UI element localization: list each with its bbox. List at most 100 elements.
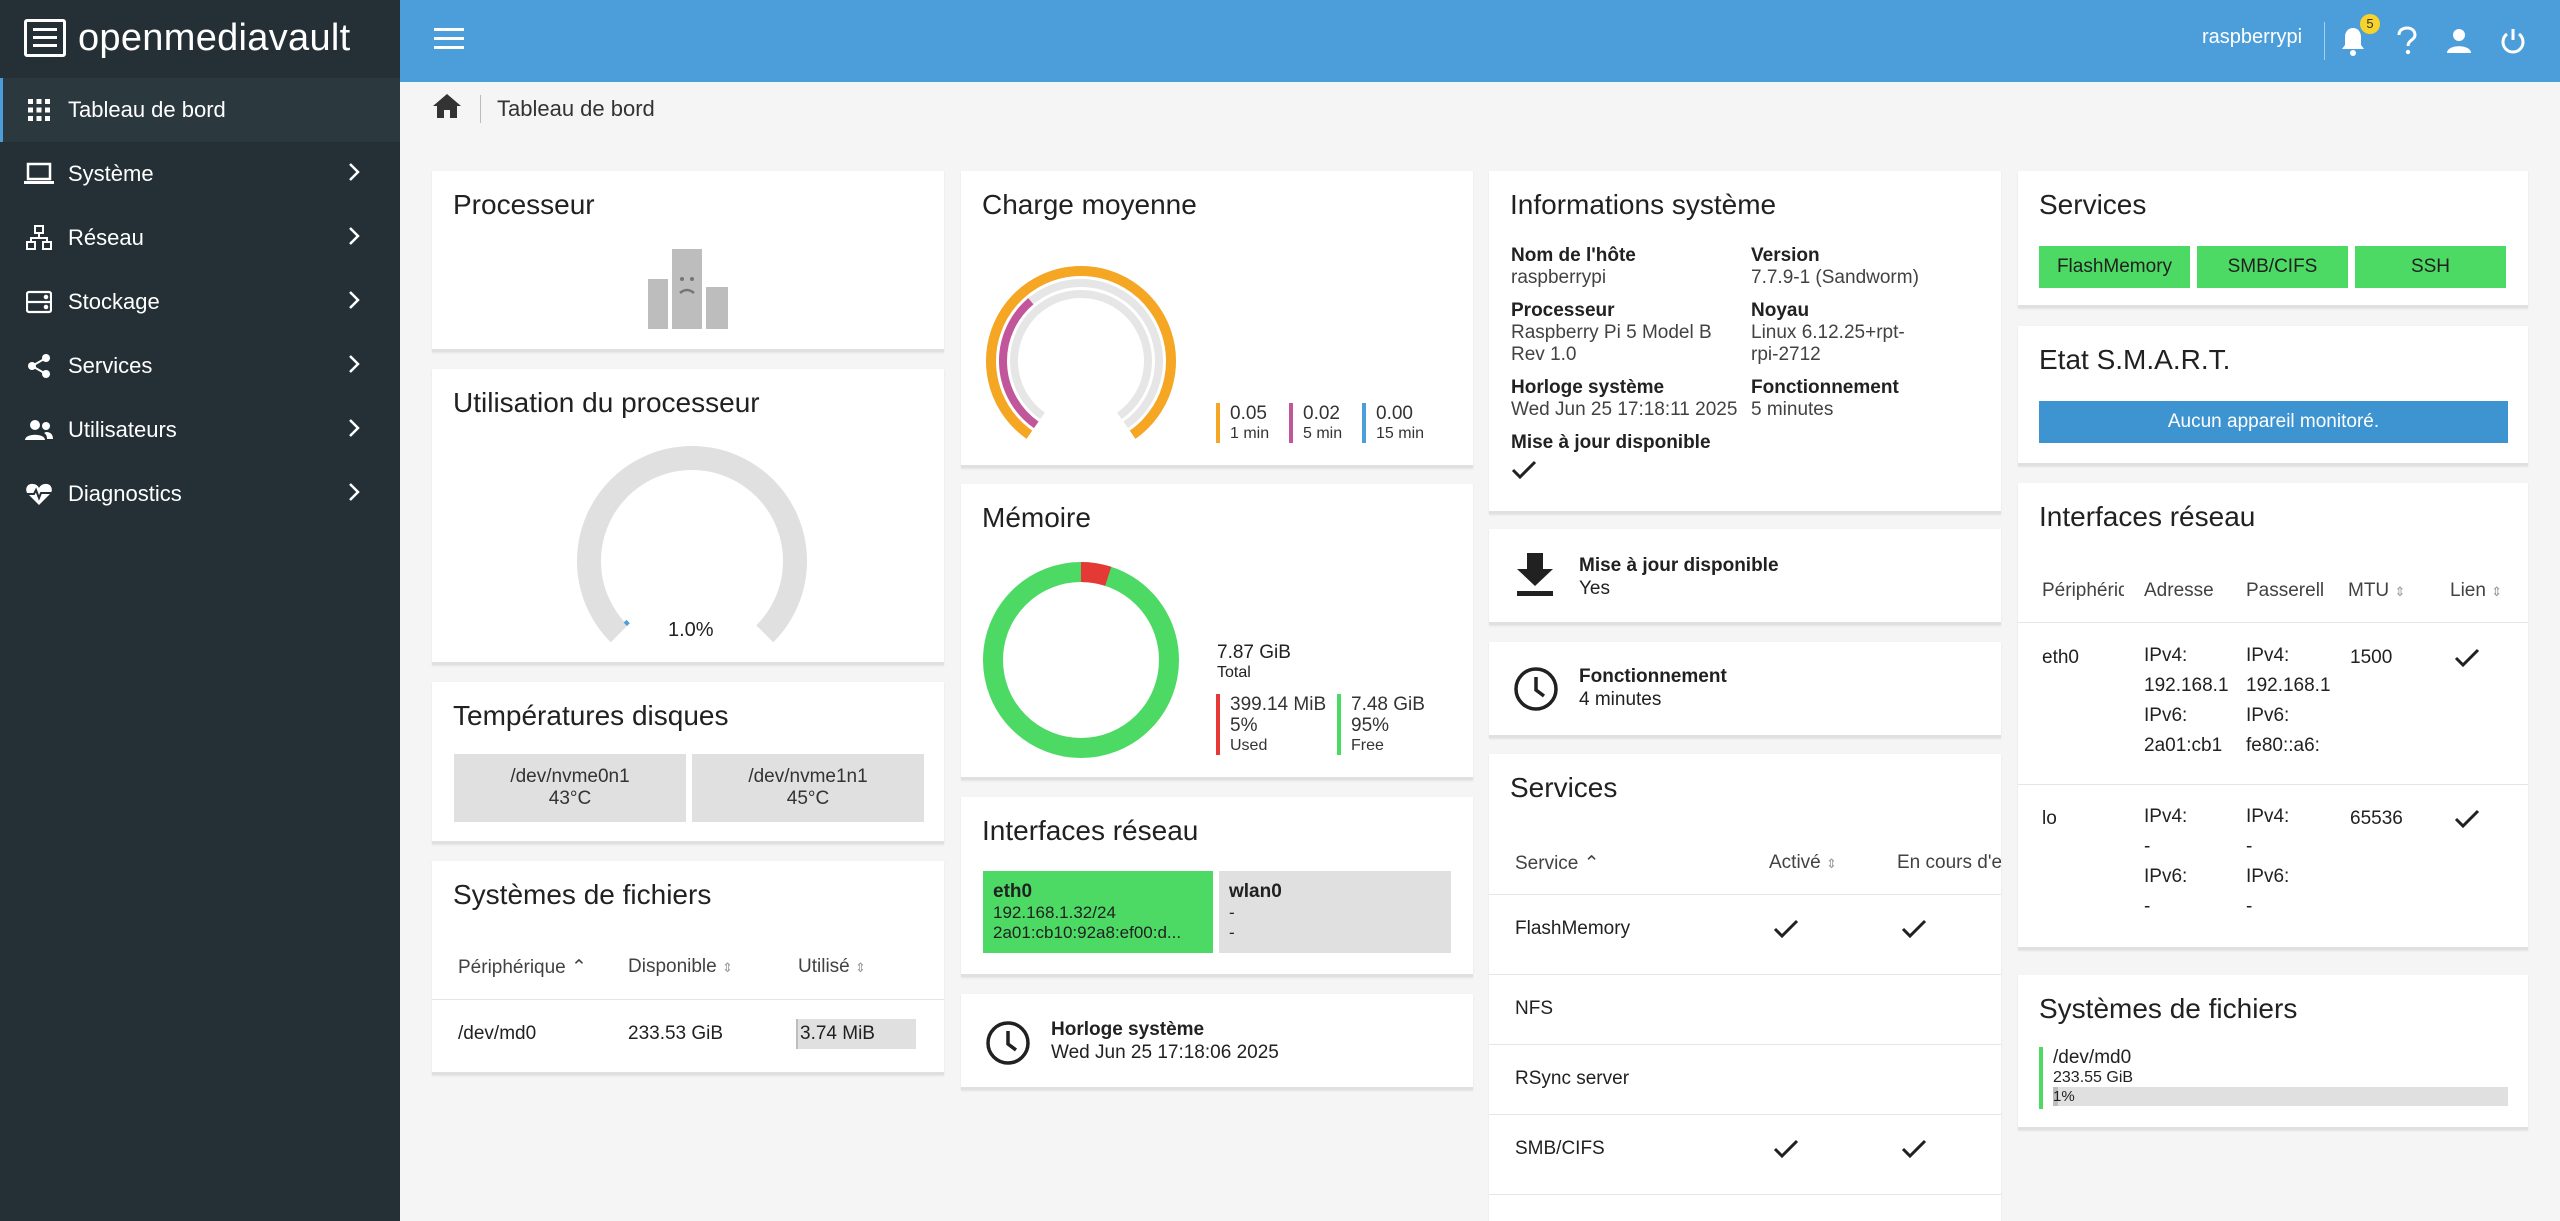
network-interfaces-card: Interfaces réseau eth0 192.168.1.32/24 2… [961,797,1473,977]
sidebar-item-diagnostics[interactable]: Diagnostics [0,462,400,526]
services-table-card: Services Service ⌃ Activé ⇕ En cours d'e… [1489,754,2001,1221]
chevron-right-icon [348,482,360,508]
column-header-address[interactable]: Adresse [2144,580,2214,601]
fs-pct: 1% [2053,1088,2075,1105]
check-icon [1773,1138,1799,1165]
logo-text: openmediavault [78,16,351,59]
disk-temp-chip: /dev/nvme0n1 43°C [454,754,686,822]
clock-title: Horloge système [1051,1019,1205,1040]
power-icon[interactable] [2494,22,2532,60]
cpu-usage-card: Utilisation du processeur 1.0% [432,369,944,665]
interface-mtu: 1500 [2350,647,2393,668]
logo[interactable]: openmediavault [0,0,400,76]
memory-donut-chart [983,562,1179,758]
interface-address: IPv4: - IPv6: - [2144,806,2188,917]
memory-free: 7.48 GiB 95% Free [1337,694,1425,755]
uptime-title: Fonctionnement [1579,666,1727,687]
card-title: Mémoire [982,502,1091,533]
column-header-available[interactable]: Disponible ⇕ [628,956,733,977]
check-icon [1901,1138,1927,1165]
no-data-building-icon [648,249,728,334]
user-icon[interactable] [2440,22,2478,60]
card-title: Etat S.M.A.R.T. [2039,344,2231,375]
disk-device: /dev/nvme1n1 [748,766,868,787]
chevron-right-icon [348,162,360,188]
card-title: Utilisation du processeur [453,387,760,418]
card-title: Processeur [453,189,595,220]
sidebar-item-system[interactable]: Système [0,142,400,206]
card-title: Températures disques [453,700,729,731]
sidebar: openmediavault Tableau de bord Système R… [0,0,400,1221]
memory-total: 7.87 GiB Total [1217,642,1291,681]
network-icon [24,223,54,253]
update-value: Yes [1579,578,1610,599]
card-title: Charge moyenne [982,189,1197,220]
notification-badge: 5 [2360,14,2380,34]
fs-device: /dev/md0 [2053,1047,2132,1068]
interface-device: eth0 [2042,647,2079,668]
disk-temp: 45°C [786,788,830,809]
clock-icon [985,1020,1031,1071]
disk-temperatures-card: Températures disques /dev/nvme0n1 43°C /… [432,682,944,844]
disk-temp: 43°C [548,788,592,809]
breadcrumb: Tableau de bord [432,94,655,124]
breadcrumb-separator [480,95,481,123]
home-icon[interactable] [432,93,462,125]
column-header-running[interactable]: En cours d'exécution [1897,852,2001,873]
divider [432,999,944,1000]
help-icon[interactable] [2388,22,2426,60]
column-header-enabled[interactable]: Activé ⇕ [1769,852,1837,873]
interface-chip-eth0[interactable]: eth0 192.168.1.32/24 2a01:cb10:92a8:ef00… [983,871,1213,953]
chevron-right-icon [348,226,360,252]
sidebar-item-users[interactable]: Utilisateurs [0,398,400,462]
service-chip: FlashMemory [2039,246,2190,288]
top-bar: raspberrypi 5 [400,0,2560,82]
sysinfo-left-column: Nom de l'hôte raspberrypi Processeur Ras… [1511,245,1738,453]
sidebar-item-storage[interactable]: Stockage [0,270,400,334]
sidebar-item-label: Diagnostics [68,481,182,506]
column-header-device[interactable]: Périphérique [2042,580,2124,601]
interface-address: IPv4: 192.168.1 IPv6: 2a01:cb1 [2144,645,2229,756]
column-header-mtu[interactable]: MTU ⇕ [2348,580,2406,601]
sidebar-item-network[interactable]: Réseau [0,206,400,270]
system-info-card: Informations système Nom de l'hôte raspb… [1489,171,2001,514]
card-title: Interfaces réseau [2039,501,2256,532]
load-1min: 0.05 1 min [1216,403,1269,443]
filesystems-card: Systèmes de fichiers Périphérique ⌃ Disp… [432,861,944,1075]
menu-toggle-button[interactable] [434,28,464,54]
interface-device: lo [2042,808,2057,829]
notifications-bell-icon[interactable] [2334,22,2372,60]
sidebar-item-dashboard[interactable]: Tableau de bord [0,78,400,142]
column-header-service[interactable]: Service ⌃ [1515,853,1600,874]
clock-value: Wed Jun 25 17:18:06 2025 [1051,1042,1279,1063]
sidebar-item-label: Réseau [68,225,144,250]
check-icon [2454,808,2480,835]
hostname-label: raspberrypi [2202,26,2303,48]
sidebar-item-services[interactable]: Services [0,334,400,398]
sidebar-nav: Tableau de bord Système Réseau Stockage [0,78,400,526]
column-header-gateway[interactable]: Passerelle [2246,580,2324,601]
sidebar-item-label: Services [68,353,153,378]
filesystems-summary-card: Systèmes de fichiers /dev/md0 233.55 GiB… [2018,975,2528,1130]
services-card: Services FlashMemory SMB/CIFS SSH [2018,171,2528,308]
table-cell-available: 233.53 GiB [628,1023,724,1044]
sysinfo-right-column: Version 7.7.9-1 (Sandworm) Noyau Linux 6… [1751,245,1919,420]
column-header-device[interactable]: Périphérique ⌃ [458,957,587,978]
check-icon [1901,918,1927,945]
card-title: Services [1510,772,1618,803]
sidebar-item-label: Utilisateurs [68,417,177,442]
load-15min: 0.00 15 min [1362,403,1424,443]
interface-chip-wlan0[interactable]: wlan0 - - [1219,871,1451,953]
uptime-card: Fonctionnement 4 minutes [1489,642,2001,738]
smart-status-card: Etat S.M.A.R.T. Aucun appareil monitoré. [2018,326,2528,466]
system-clock-card: Horloge système Wed Jun 25 17:18:06 2025 [961,994,1473,1090]
column-header-link[interactable]: Lien ⇕ [2450,580,2503,601]
users-icon [24,415,54,445]
column-header-used[interactable]: Utilisé ⇕ [798,956,866,977]
update-available-card: Mise à jour disponible Yes [1489,529,2001,625]
service-name: RSync server [1515,1068,1630,1089]
load-5min: 0.02 5 min [1289,403,1342,443]
logo-icon [24,19,66,57]
breadcrumb-current: Tableau de bord [497,96,655,121]
memory-card: Mémoire 7.87 GiB Total 399.14 MiB 5% Used … [961,484,1473,780]
